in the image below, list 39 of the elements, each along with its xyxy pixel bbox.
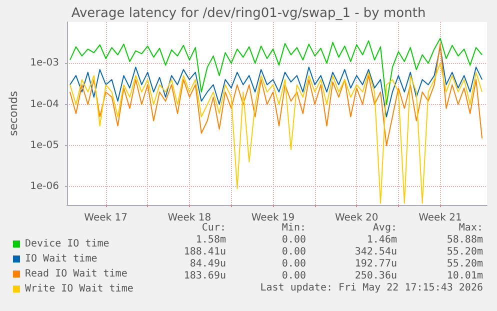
text: Last update: Fri May 22 17:15:43 2026 [260,282,483,294]
x-tick-label: Week 18 [168,212,212,224]
x-tick-label: Week 21 [418,212,462,224]
legend-label: Device IO time [25,238,110,250]
legend-label: Read IO Wait time [25,268,128,280]
y-tick-label: 1e-04 [30,98,59,110]
y-tick-label: 1e-06 [30,181,59,192]
text: 183.69u [184,270,226,282]
line-series [69,62,483,204]
y-tick-label: 1e-03 [30,58,59,69]
legend-label: Write IO Wait time [25,284,134,294]
line-series [69,38,483,105]
text: 342.54u [354,246,397,258]
text: 55.20m [446,246,483,258]
text: 192.77u [354,258,397,270]
y-axis-title: seconds [7,90,20,136]
text: 58.88m [446,234,483,246]
text: 10.01m [446,270,483,282]
line-series [69,43,483,146]
text: 0.00 [282,246,306,258]
y-tick-label: 1e-05 [30,140,59,152]
text: 188.41u [184,246,226,258]
x-tick-label: Week 19 [251,212,295,224]
x-tick-label: Week 20 [334,212,378,224]
x-tick-label: Week 17 [84,212,128,224]
text: Cur: [202,222,226,234]
text: 0.00 [282,270,306,282]
text: Avg: [372,222,397,234]
text: 1.58m [196,234,226,246]
text: 84.49u [190,258,226,270]
text: Min: [282,222,306,234]
legend-label: IO Wait time [25,254,98,264]
text: 1.46m [366,234,397,246]
text: 250.36u [354,270,397,282]
text: Max: [458,222,483,234]
text: 0.00 [282,234,306,246]
text: 0.00 [282,258,306,270]
text: 55.20m [446,258,483,270]
chart-title: Average latency for /dev/ring01-vg/swap_1 - by month [71,6,426,21]
